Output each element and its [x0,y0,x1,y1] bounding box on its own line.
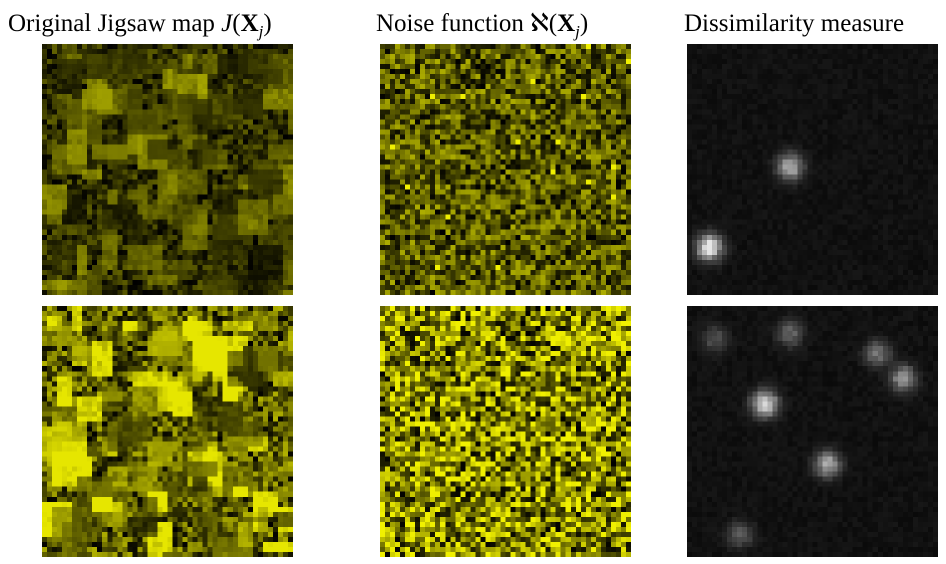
noise-map-row1 [380,44,631,295]
jigsaw-map-row2 [42,306,293,557]
noise-math-label: ℵ(Xj) [530,10,589,41]
jigsaw-map-row1 [42,44,293,295]
column-title-jigsaw: Original Jigsaw map J(Xj) [8,10,272,41]
noise-map-row2 [380,306,631,557]
dissimilarity-map-row2 [687,306,938,557]
dissimilarity-map-row1 [687,44,938,295]
column-title-dissimilarity: Dissimilarity measure [684,10,905,37]
column-title-noise: Noise function ℵ(Xj) [376,10,589,41]
jigsaw-math-label: J(Xj) [221,10,272,41]
